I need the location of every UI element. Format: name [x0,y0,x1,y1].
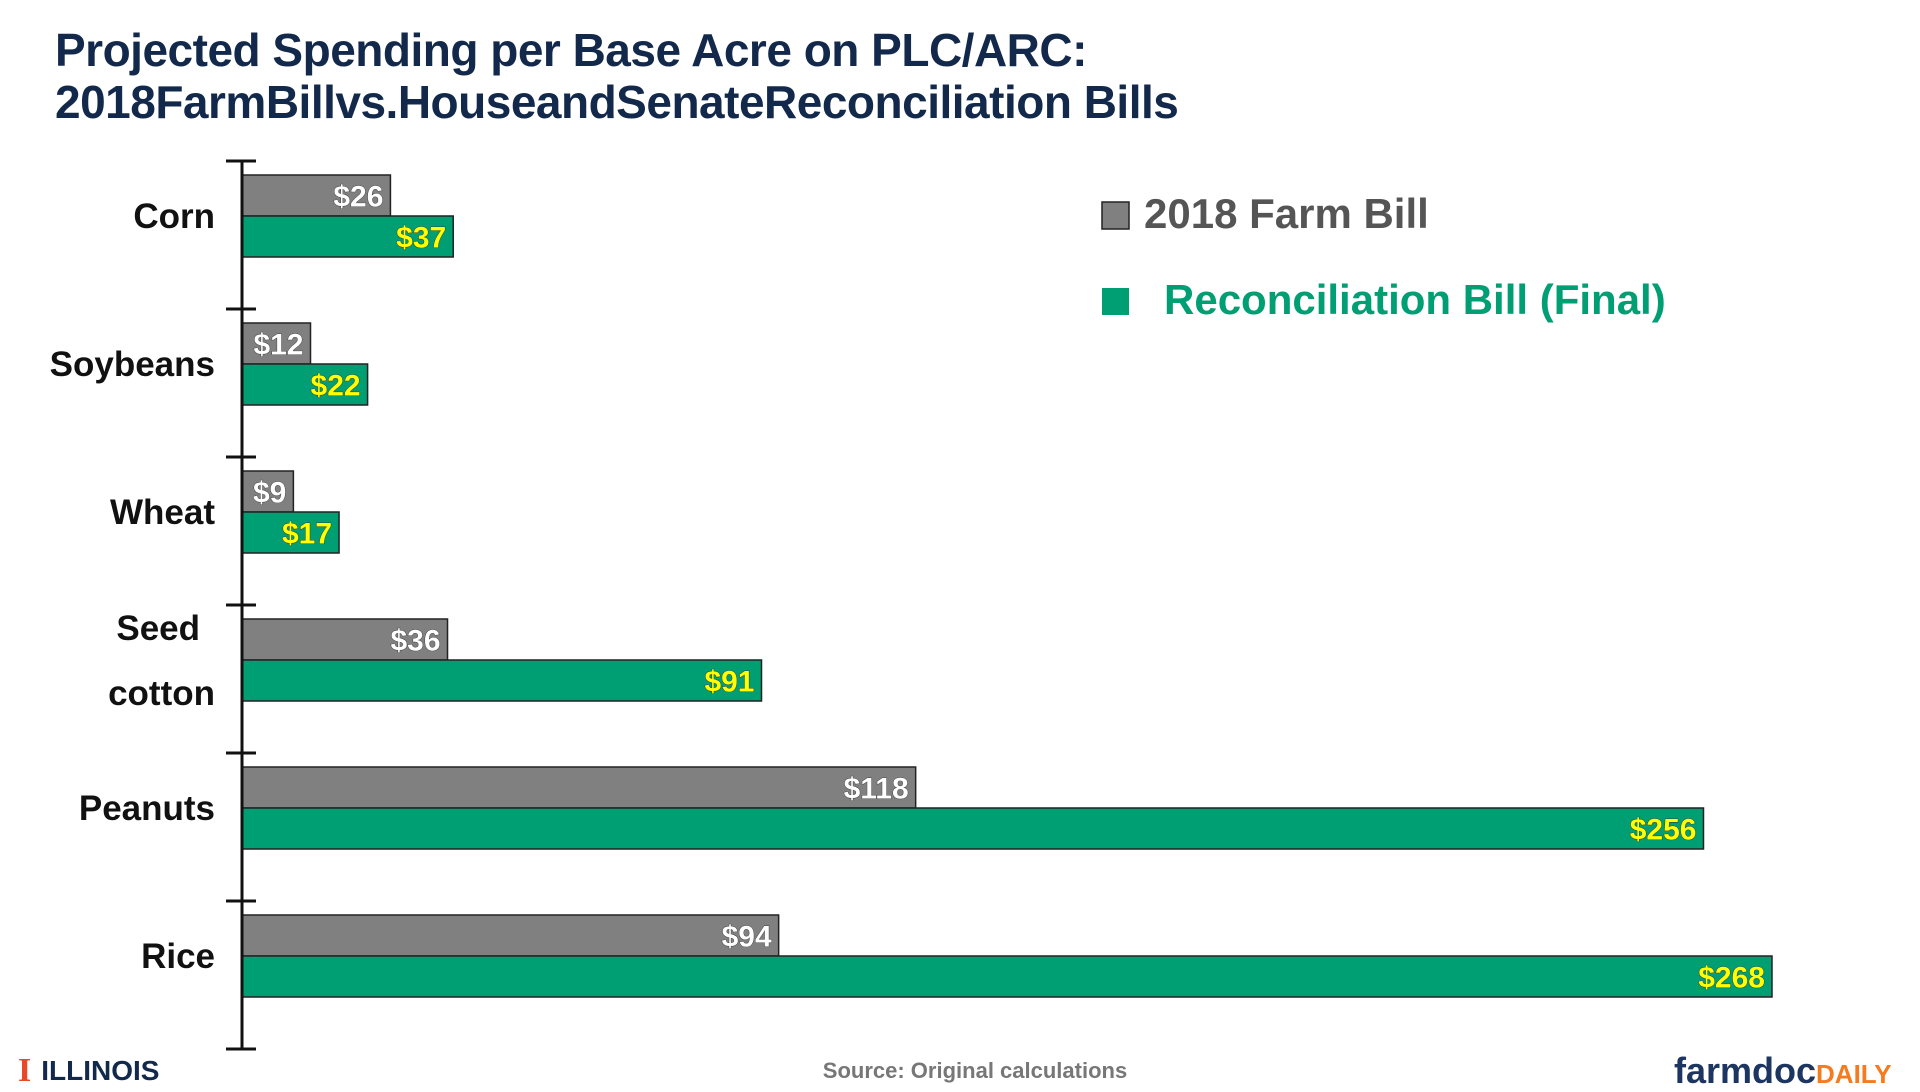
legend-swatch-reconciliation [1102,288,1129,315]
chart-title: Projected Spending per Base Acre on PLC/… [55,24,1179,128]
bar-reconciliation [241,807,1705,850]
data-label: $37 [396,222,446,255]
data-label: $22 [311,370,361,403]
data-label: $91 [704,666,754,699]
category-label: cotton [108,674,215,713]
data-label: $268 [1698,962,1765,995]
category-label: Wheat [110,493,215,532]
category-label: Seed [116,609,200,648]
category-label: Corn [133,197,215,236]
data-label: $118 [844,773,909,806]
category-label: Soybeans [50,345,215,384]
bar-reconciliation [241,955,1773,998]
data-label: $36 [390,625,440,658]
title-line-1: Projected Spending per Base Acre on PLC/… [55,24,1087,76]
category-label: Rice [141,937,215,976]
data-label: $17 [282,518,332,551]
illinois-block-i-icon: I [18,1052,32,1089]
bar-reconciliation [241,363,369,406]
bar-farm-bill [241,914,780,957]
data-label: $26 [333,181,383,214]
data-label: $256 [1630,814,1697,847]
bar-reconciliation [241,659,763,702]
legend-swatch-farm-bill [1101,201,1130,230]
bar-farm-bill [241,322,312,365]
data-label: $9 [253,477,286,510]
source-note: Source: Original calculations [822,1058,1128,1083]
bar-farm-bill [241,766,917,809]
legend-label-reconciliation: Reconciliation Bill (Final) [1164,276,1666,323]
data-label: $94 [722,921,772,954]
farmdoc-daily-logo: farmdocDAILY [1674,1050,1892,1091]
data-label: $12 [253,329,303,362]
title-line-2: 2018FarmBillvs.HouseandSenateReconciliat… [55,76,1179,128]
bar-reconciliation [241,511,340,554]
bar-farm-bill [241,618,449,661]
legend-label-farm-bill: 2018 Farm Bill [1144,190,1429,237]
category-label: Peanuts [79,789,215,828]
